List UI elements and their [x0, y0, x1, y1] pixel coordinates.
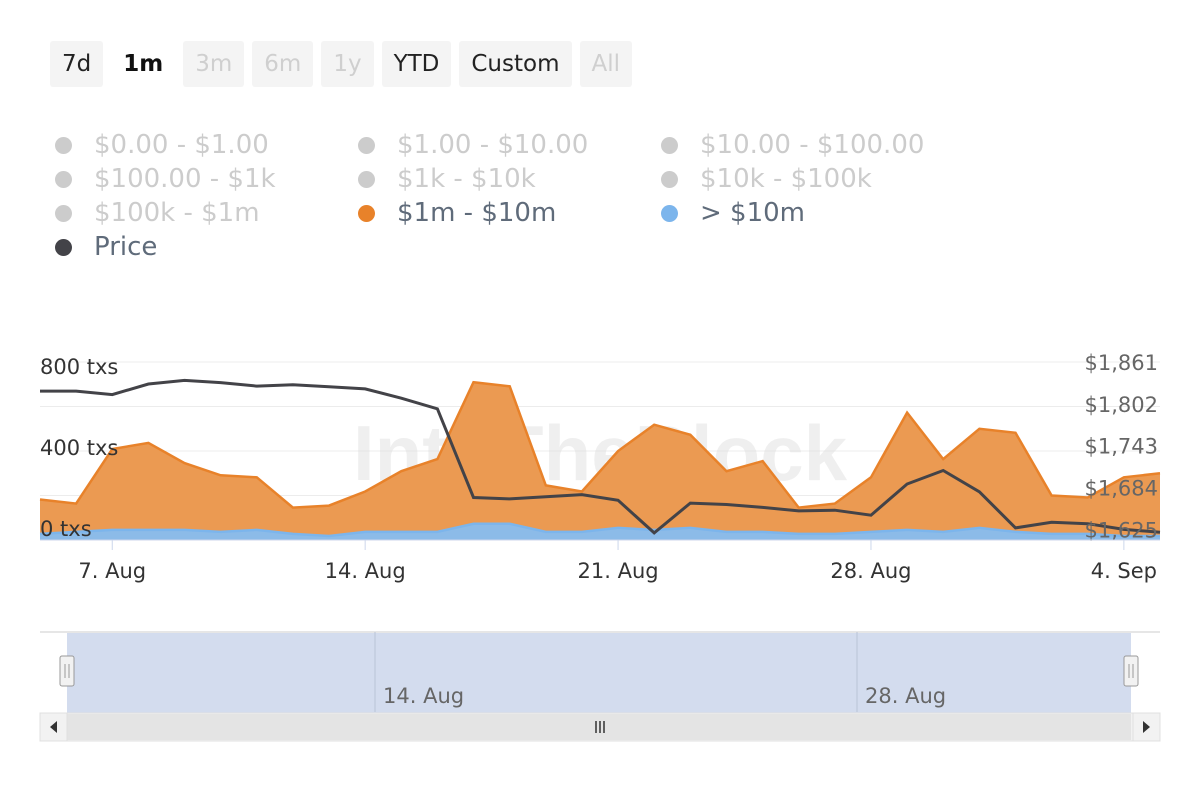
left-axis: 0 txs 400 txs 800 txs — [40, 355, 118, 541]
legend-label: $10k - $100k — [700, 164, 872, 194]
x-tick-label: 21. Aug — [578, 559, 659, 583]
legend-item-price[interactable]: Price — [55, 232, 157, 262]
legend-marker-icon — [55, 238, 72, 256]
legend-item-100-00-1k[interactable]: $100.00 - $1k — [55, 164, 276, 194]
range-button-3m: 3m — [183, 41, 245, 87]
x-tick-label: 4. Sep — [1091, 559, 1157, 583]
x-tick-label: 14. Aug — [325, 559, 406, 583]
area-line-10m — [39, 522, 1160, 538]
legend-item-0-00-1-00[interactable]: $0.00 - $1.00 — [55, 130, 269, 160]
legend-item-1-00-10-00[interactable]: $1.00 - $10.00 — [358, 130, 588, 160]
area-line-1m-10m — [39, 380, 1161, 509]
legend-item-100k-1m[interactable]: $100k - $1m — [55, 198, 260, 228]
area-fill-1m-10m — [40, 382, 1160, 540]
legend-label: > $10m — [700, 198, 806, 228]
scrollbar-thumb[interactable] — [67, 714, 1131, 740]
range-button-1y: 1y — [321, 41, 374, 87]
y-left-tick-label: 800 txs — [40, 355, 118, 379]
range-navigator[interactable]: 14. Aug 28. Aug — [0, 620, 1200, 750]
x-tick-label: 7. Aug — [78, 559, 146, 583]
y-left-tick-label: 400 txs — [40, 436, 118, 460]
legend-marker-icon — [358, 170, 375, 188]
range-button-all: All — [579, 41, 633, 87]
legend-item-10k-100k[interactable]: $10k - $100k — [661, 164, 872, 194]
legend-item-10-00-100-00[interactable]: $10.00 - $100.00 — [661, 130, 924, 160]
arrow-left-icon — [50, 721, 57, 733]
navigator-right-handle[interactable] — [1123, 655, 1139, 687]
range-button-ytd[interactable]: YTD — [381, 41, 452, 87]
y-right-tick-label: $1,684 — [1085, 477, 1158, 501]
scroll-right-button[interactable] — [1132, 712, 1161, 742]
legend-label: $100k - $1m — [94, 198, 260, 228]
legend-label: $1m - $10m — [397, 198, 557, 228]
y-right-tick-label: $1,743 — [1085, 435, 1158, 459]
legend-label: $0.00 - $1.00 — [94, 130, 269, 160]
area-series — [39, 380, 1161, 540]
legend-marker-icon — [55, 136, 72, 154]
legend-item-1k-10k[interactable]: $1k - $10k — [358, 164, 536, 194]
legend-marker-icon — [358, 204, 375, 222]
navigator-tick-label: 14. Aug — [383, 684, 464, 708]
legend-label: $10.00 - $100.00 — [700, 130, 925, 160]
legend-label: $1k - $10k — [397, 164, 536, 194]
navigator-scrollbar[interactable] — [39, 712, 1161, 742]
legend-item-10m[interactable]: > $10m — [661, 198, 805, 228]
x-tick-label: 28. Aug — [830, 559, 911, 583]
range-button-custom[interactable]: Custom — [459, 41, 572, 87]
y-right-tick-label: $1,625 — [1085, 518, 1158, 542]
x-axis: 7. Aug 14. Aug 21. Aug 28. Aug 4. Sep — [40, 539, 1160, 583]
price-line — [40, 378, 1161, 535]
range-button-7d[interactable]: 7d — [50, 41, 104, 87]
legend-label: $100.00 - $1k — [94, 164, 276, 194]
legend-marker-icon — [661, 136, 678, 154]
y-right-tick-label: $1,802 — [1085, 393, 1158, 417]
scroll-left-button[interactable] — [39, 712, 68, 742]
range-selector: 7d 1m 3m 6m 1y YTD Custom All — [50, 41, 633, 87]
y-left-tick-label: 0 txs — [40, 517, 92, 541]
legend-marker-icon — [55, 204, 72, 222]
legend-marker-icon — [358, 136, 375, 154]
legend-marker-icon — [661, 170, 678, 188]
range-button-1m[interactable]: 1m — [123, 51, 164, 77]
legend-item-1m-10m[interactable]: $1m - $10m — [358, 198, 556, 228]
legend-marker-icon — [55, 170, 72, 188]
y-right-tick-label: $1,861 — [1085, 351, 1158, 375]
navigator-tick-label: 28. Aug — [865, 684, 946, 708]
legend-label: $1.00 - $10.00 — [397, 130, 589, 160]
legend-label: Price — [94, 232, 158, 262]
legend-marker-icon — [661, 204, 678, 222]
range-button-6m: 6m — [252, 41, 314, 87]
right-axis: $1,625 $1,684 $1,743 $1,802 $1,861 — [1085, 351, 1158, 542]
navigator-selection[interactable] — [67, 633, 1131, 713]
navigator-left-handle[interactable] — [59, 655, 75, 687]
arrow-right-icon — [1143, 721, 1150, 733]
